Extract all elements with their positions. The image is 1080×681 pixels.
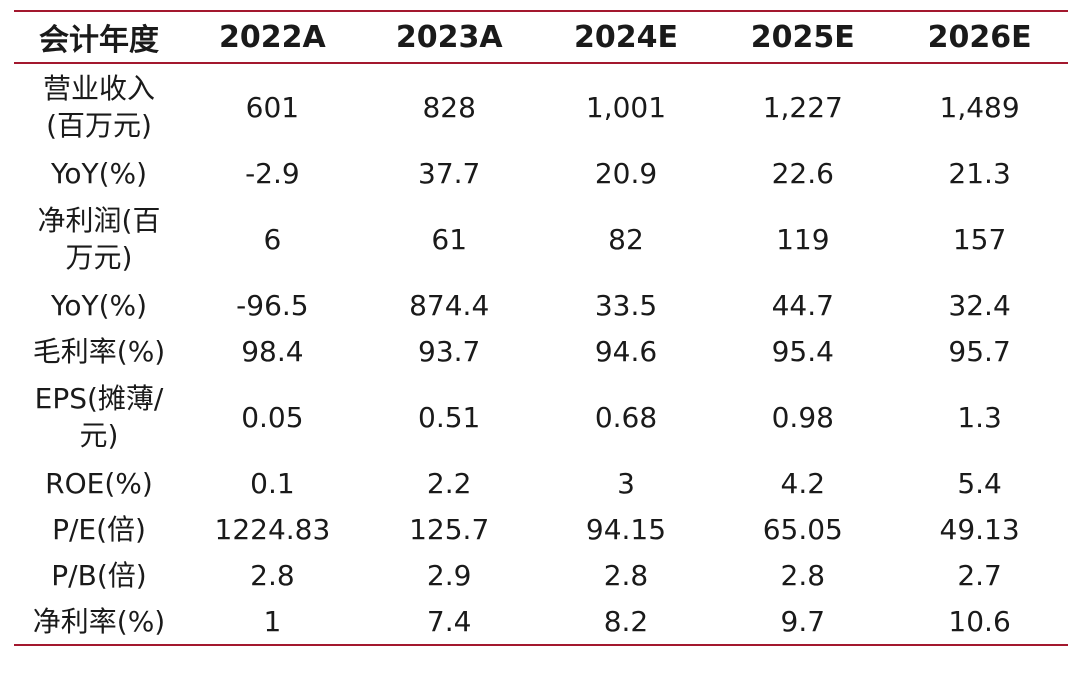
table-cell: 0.51 xyxy=(418,400,481,434)
table-cell: 0.68 xyxy=(594,400,658,434)
table-cell: 82 xyxy=(608,222,644,256)
table-cell: 1 xyxy=(184,598,361,646)
table-row: 毛利率(%) 98.4 93.7 94.6 95.4 95.7 xyxy=(14,328,1068,374)
table-cell: 2.8 xyxy=(250,558,295,592)
table-row: P/B(倍) 2.8 2.9 2.8 2.8 2.7 xyxy=(14,552,1068,598)
table-cell: 1224.83 xyxy=(214,512,331,546)
table-cell: 7.4 xyxy=(360,598,538,646)
row-label: 净利率(%) xyxy=(14,598,184,646)
table-cell: 1,227 xyxy=(762,90,843,124)
table-cell: 157 xyxy=(952,222,1007,256)
table-cell: 2.7 xyxy=(957,558,1002,592)
table-cell: 5.4 xyxy=(957,466,1002,500)
financial-forecast-table: 会计年度 2022A 2023A 2024E 2025E 2026E 营业收入(… xyxy=(14,10,1068,646)
row-label: P/E(倍) xyxy=(52,512,146,546)
table-cell: 33.5 xyxy=(594,288,658,322)
table-cell: 93.7 xyxy=(418,334,481,368)
table-cell: 98.4 xyxy=(241,334,304,368)
header-cell-2022a: 2022A xyxy=(184,11,361,64)
table-cell: 1,001 xyxy=(585,90,667,124)
table-cell: 0.05 xyxy=(241,400,304,434)
row-label: YoY(%) xyxy=(50,156,148,190)
table-cell: 22.6 xyxy=(771,156,834,190)
header-cell-fiscal-year: 会计年度 xyxy=(14,11,184,64)
table-cell: 32.4 xyxy=(948,288,1011,322)
row-label: 毛利率(%) xyxy=(32,334,166,368)
row-label: 净利润(百万元) xyxy=(37,204,161,274)
row-label: 营业收入(百万元) xyxy=(42,72,155,142)
table-cell: 37.7 xyxy=(418,156,481,190)
table-cell: 65.05 xyxy=(762,512,843,546)
table-cell: 119 xyxy=(776,222,830,256)
table-cell: 95.4 xyxy=(771,334,834,368)
header-cell-2026e: 2026E xyxy=(891,11,1068,64)
table-cell: 6 xyxy=(263,222,282,256)
table-row: 营业收入(百万元) 601 828 1,001 1,227 1,489 xyxy=(14,63,1068,150)
table-cell: 21.3 xyxy=(948,156,1011,190)
header-cell-2023a: 2023A xyxy=(360,11,538,64)
table-cell: 0.98 xyxy=(771,400,834,434)
row-label: ROE(%) xyxy=(45,466,153,500)
table-cell: 20.9 xyxy=(594,156,658,190)
table-row: YoY(%) -96.5 874.4 33.5 44.7 32.4 xyxy=(14,282,1068,328)
table-cell: -2.9 xyxy=(245,156,300,190)
table-cell: 94.15 xyxy=(585,512,667,546)
table-cell: 828 xyxy=(422,90,476,124)
row-label: P/B(倍) xyxy=(51,558,147,592)
header-cell-2025e: 2025E xyxy=(714,11,892,64)
header-cell-2024e: 2024E xyxy=(537,11,715,64)
table-cell: 2.2 xyxy=(426,466,472,500)
table-cell: 95.7 xyxy=(948,334,1011,368)
financial-forecast-table-container: 会计年度 2022A 2023A 2024E 2025E 2026E 营业收入(… xyxy=(14,10,1068,646)
header-row: 会计年度 2022A 2023A 2024E 2025E 2026E xyxy=(14,11,1068,64)
table-cell: 9.7 xyxy=(714,598,892,646)
table-cell: 61 xyxy=(431,222,468,256)
table-cell: 2.8 xyxy=(603,558,649,592)
table-cell: 2.9 xyxy=(426,558,472,592)
table-row: P/E(倍) 1224.83 125.7 94.15 65.05 49.13 xyxy=(14,506,1068,552)
table-cell: 601 xyxy=(245,90,300,124)
table-cell: 94.6 xyxy=(594,334,658,368)
table-cell: 2.8 xyxy=(780,558,826,592)
table-cell: 10.6 xyxy=(891,598,1068,646)
table-cell: 0.1 xyxy=(250,466,295,500)
table-cell: 8.2 xyxy=(537,598,715,646)
table-cell: 1,489 xyxy=(939,90,1020,124)
table-cell: 874.4 xyxy=(409,288,490,322)
table-row: EPS(摊薄/元) 0.05 0.51 0.68 0.98 1.3 xyxy=(14,374,1068,460)
table-cell: 1.3 xyxy=(957,400,1002,434)
table-cell: 49.13 xyxy=(939,512,1020,546)
table-cell: -96.5 xyxy=(236,288,309,322)
row-label: EPS(摊薄/元) xyxy=(34,382,164,452)
table-cell: 125.7 xyxy=(409,512,490,546)
table-row: YoY(%) -2.9 37.7 20.9 22.6 21.3 xyxy=(14,150,1068,196)
row-label: YoY(%) xyxy=(50,288,148,322)
table-cell: 44.7 xyxy=(771,288,834,322)
table-row: 净利率(%) 1 7.4 8.2 9.7 10.6 xyxy=(14,598,1068,646)
table-row: 净利润(百万元) 6 61 82 119 157 xyxy=(14,196,1068,282)
table-cell: 3 xyxy=(617,466,635,500)
table-cell: 4.2 xyxy=(780,466,826,500)
table-row: ROE(%) 0.1 2.2 3 4.2 5.4 xyxy=(14,460,1068,506)
